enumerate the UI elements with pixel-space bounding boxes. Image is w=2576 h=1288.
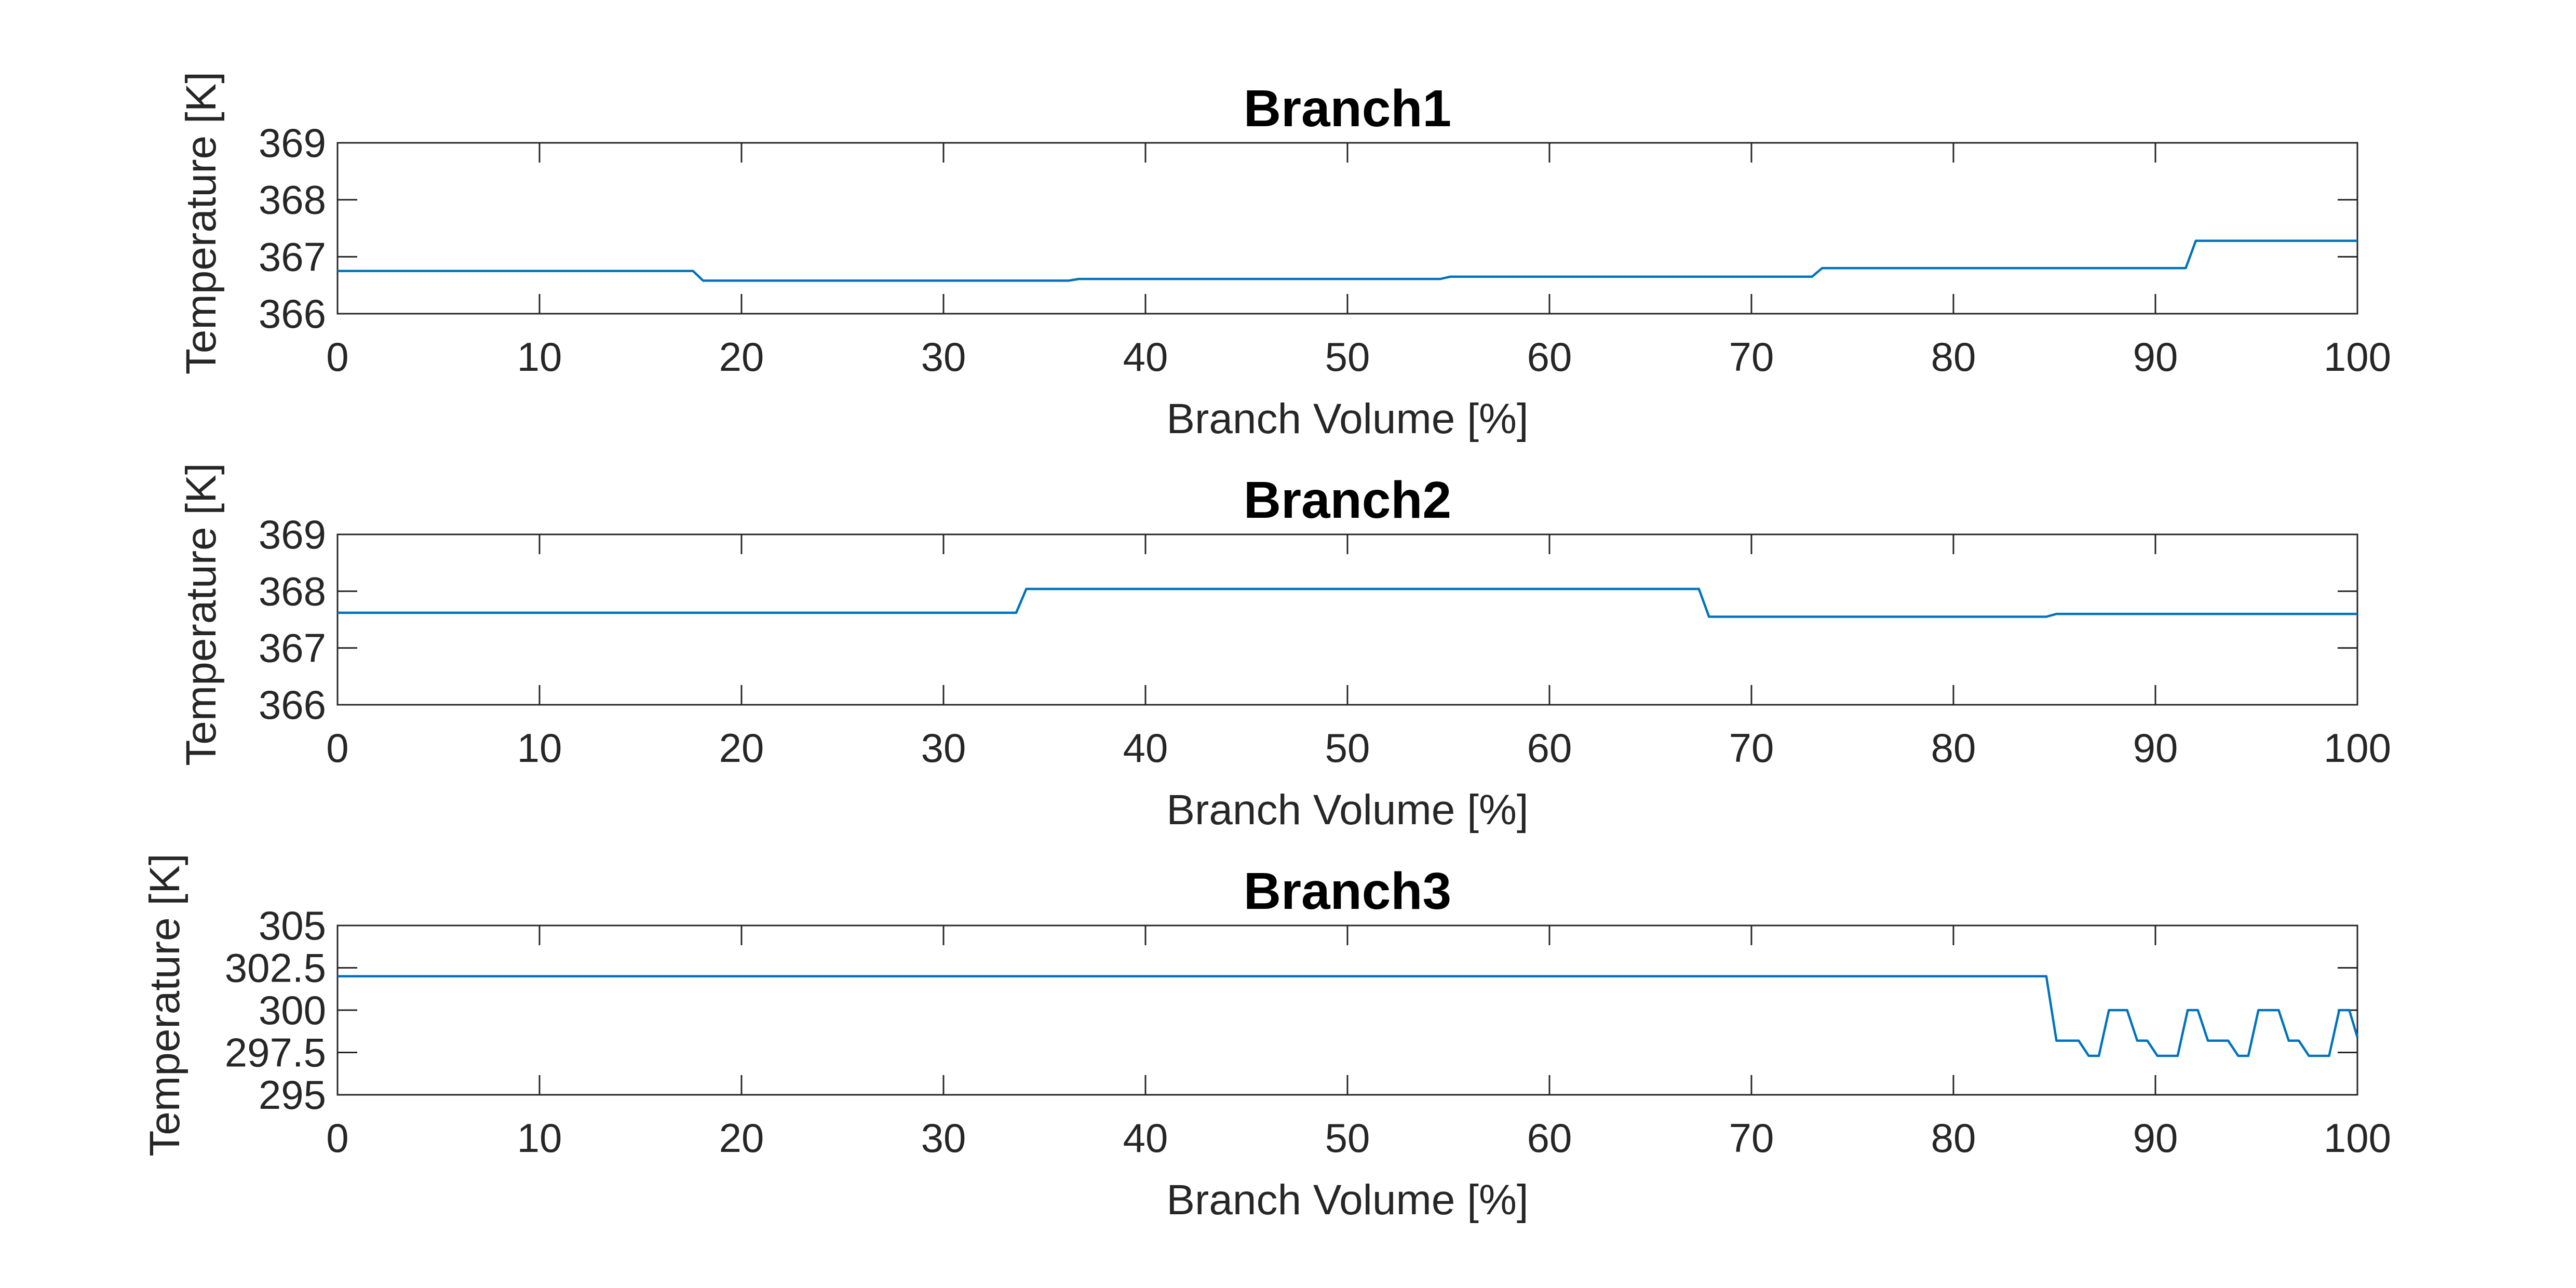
y-axis-label: Temperature [K]	[178, 72, 225, 374]
y-tick-label: 367	[259, 625, 326, 671]
x-tick-label: 70	[1729, 725, 1774, 771]
x-tick-label: 0	[326, 725, 348, 771]
series-line-1	[338, 587, 2357, 618]
x-tick-label: 60	[1527, 334, 1572, 380]
x-tick-label: 20	[719, 334, 764, 380]
x-tick-label: 40	[1123, 334, 1168, 380]
chart-panel-2: 0 10 20 30 40 50 60 70 80 90 100 366 367 368 369 Branch…	[178, 463, 2391, 834]
y-tick-label: 300	[259, 987, 326, 1033]
plot-area	[336, 533, 2358, 706]
x-tick-label: 50	[1325, 334, 1370, 380]
x-axis-label: Branch Volume [%]	[1166, 1176, 1528, 1224]
x-tick-label: 90	[2133, 334, 2178, 380]
plot-area	[336, 142, 2358, 315]
y-tick-label: 302.5	[225, 945, 326, 991]
x-tick-label: 30	[921, 334, 966, 380]
chart-title: Branch2	[1244, 471, 1451, 529]
x-tick-label: 20	[719, 725, 764, 771]
y-tick-label: 367	[259, 234, 326, 279]
x-tick-label: 80	[1931, 334, 1976, 380]
x-tick-label: 30	[921, 1115, 966, 1161]
y-axis-label: Temperature [K]	[178, 463, 225, 766]
x-tick-label: 10	[517, 334, 562, 380]
chart-panel-1: 0 10 20 30 40 50 60 70 80 90 100 366 367 368 369 Branch…	[178, 72, 2391, 442]
plot-area	[336, 924, 2358, 1096]
x-tick-label: 60	[1527, 1115, 1572, 1161]
x-tick-label: 0	[326, 334, 348, 380]
x-tick-label: 10	[517, 1115, 562, 1161]
chart-title: Branch3	[1244, 862, 1451, 920]
x-tick-label: 70	[1729, 1115, 1774, 1161]
chart-panel-3: 0 10 20 30 40 50 60 70 80 90 100 295297.5300302.530…	[141, 853, 2391, 1224]
y-tick-label: 297.5	[225, 1030, 326, 1076]
x-tick-label: 70	[1729, 334, 1774, 380]
chart-title: Branch1	[1244, 79, 1451, 138]
x-tick-label: 100	[2324, 725, 2391, 771]
y-tick-label: 368	[259, 177, 326, 223]
x-axis-label: Branch Volume [%]	[1166, 786, 1528, 834]
y-tick-label: 366	[259, 291, 326, 337]
x-tick-label: 40	[1123, 1115, 1168, 1161]
series-line-1	[338, 239, 2357, 282]
x-tick-label: 80	[1931, 1115, 1976, 1161]
x-tick-label: 50	[1325, 725, 1370, 771]
x-tick-label: 20	[719, 1115, 764, 1161]
x-tick-label: 90	[2133, 725, 2178, 771]
y-tick-label: 305	[259, 903, 326, 948]
x-tick-label: 90	[2133, 1115, 2178, 1161]
x-axis-label: Branch Volume [%]	[1166, 395, 1528, 442]
x-tick-label: 100	[2324, 1115, 2391, 1161]
x-tick-label: 100	[2324, 334, 2391, 380]
y-tick-label: 369	[259, 120, 326, 166]
x-tick-label: 60	[1527, 725, 1572, 771]
y-tick-label: 366	[259, 682, 326, 728]
x-tick-label: 30	[921, 725, 966, 771]
y-tick-label: 295	[259, 1072, 326, 1118]
y-tick-label: 368	[259, 568, 326, 614]
x-tick-label: 10	[517, 725, 562, 771]
x-tick-label: 50	[1325, 1115, 1370, 1161]
y-axis-label: Temperature [K]	[141, 853, 188, 1156]
y-tick-label: 369	[259, 512, 326, 557]
series-line-1	[338, 975, 2359, 1057]
x-tick-label: 40	[1123, 725, 1168, 771]
x-tick-label: 80	[1931, 725, 1976, 771]
x-tick-label: 0	[326, 1115, 348, 1161]
